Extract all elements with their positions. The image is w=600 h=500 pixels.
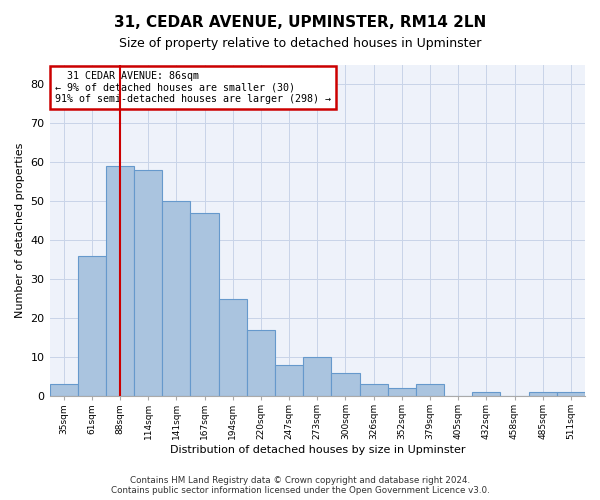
Bar (106, 166, 134, 396)
Text: 31, CEDAR AVENUE, UPMINSTER, RM14 2LN: 31, CEDAR AVENUE, UPMINSTER, RM14 2LN (114, 15, 486, 30)
Bar (331, 373, 359, 396)
Bar (303, 357, 331, 396)
Text: Size of property relative to detached houses in Upminster: Size of property relative to detached ho… (119, 38, 481, 51)
Bar (472, 392, 500, 396)
Text: Contains HM Land Registry data © Crown copyright and database right 2024.
Contai: Contains HM Land Registry data © Crown c… (110, 476, 490, 495)
Bar (247, 330, 275, 396)
Bar (275, 365, 303, 396)
X-axis label: Distribution of detached houses by size in Upminster: Distribution of detached houses by size … (170, 445, 465, 455)
Y-axis label: Number of detached properties: Number of detached properties (15, 143, 25, 318)
Bar (134, 170, 162, 396)
Bar (529, 392, 557, 396)
Bar (162, 202, 190, 396)
Bar (388, 388, 416, 396)
Bar (50, 384, 78, 396)
Bar (190, 213, 218, 396)
Text: 31 CEDAR AVENUE: 86sqm
← 9% of detached houses are smaller (30)
91% of semi-deta: 31 CEDAR AVENUE: 86sqm ← 9% of detached … (55, 70, 331, 104)
Bar (416, 384, 444, 396)
Bar (218, 298, 247, 396)
Bar (359, 384, 388, 396)
Bar (78, 256, 106, 396)
Bar (557, 392, 585, 396)
